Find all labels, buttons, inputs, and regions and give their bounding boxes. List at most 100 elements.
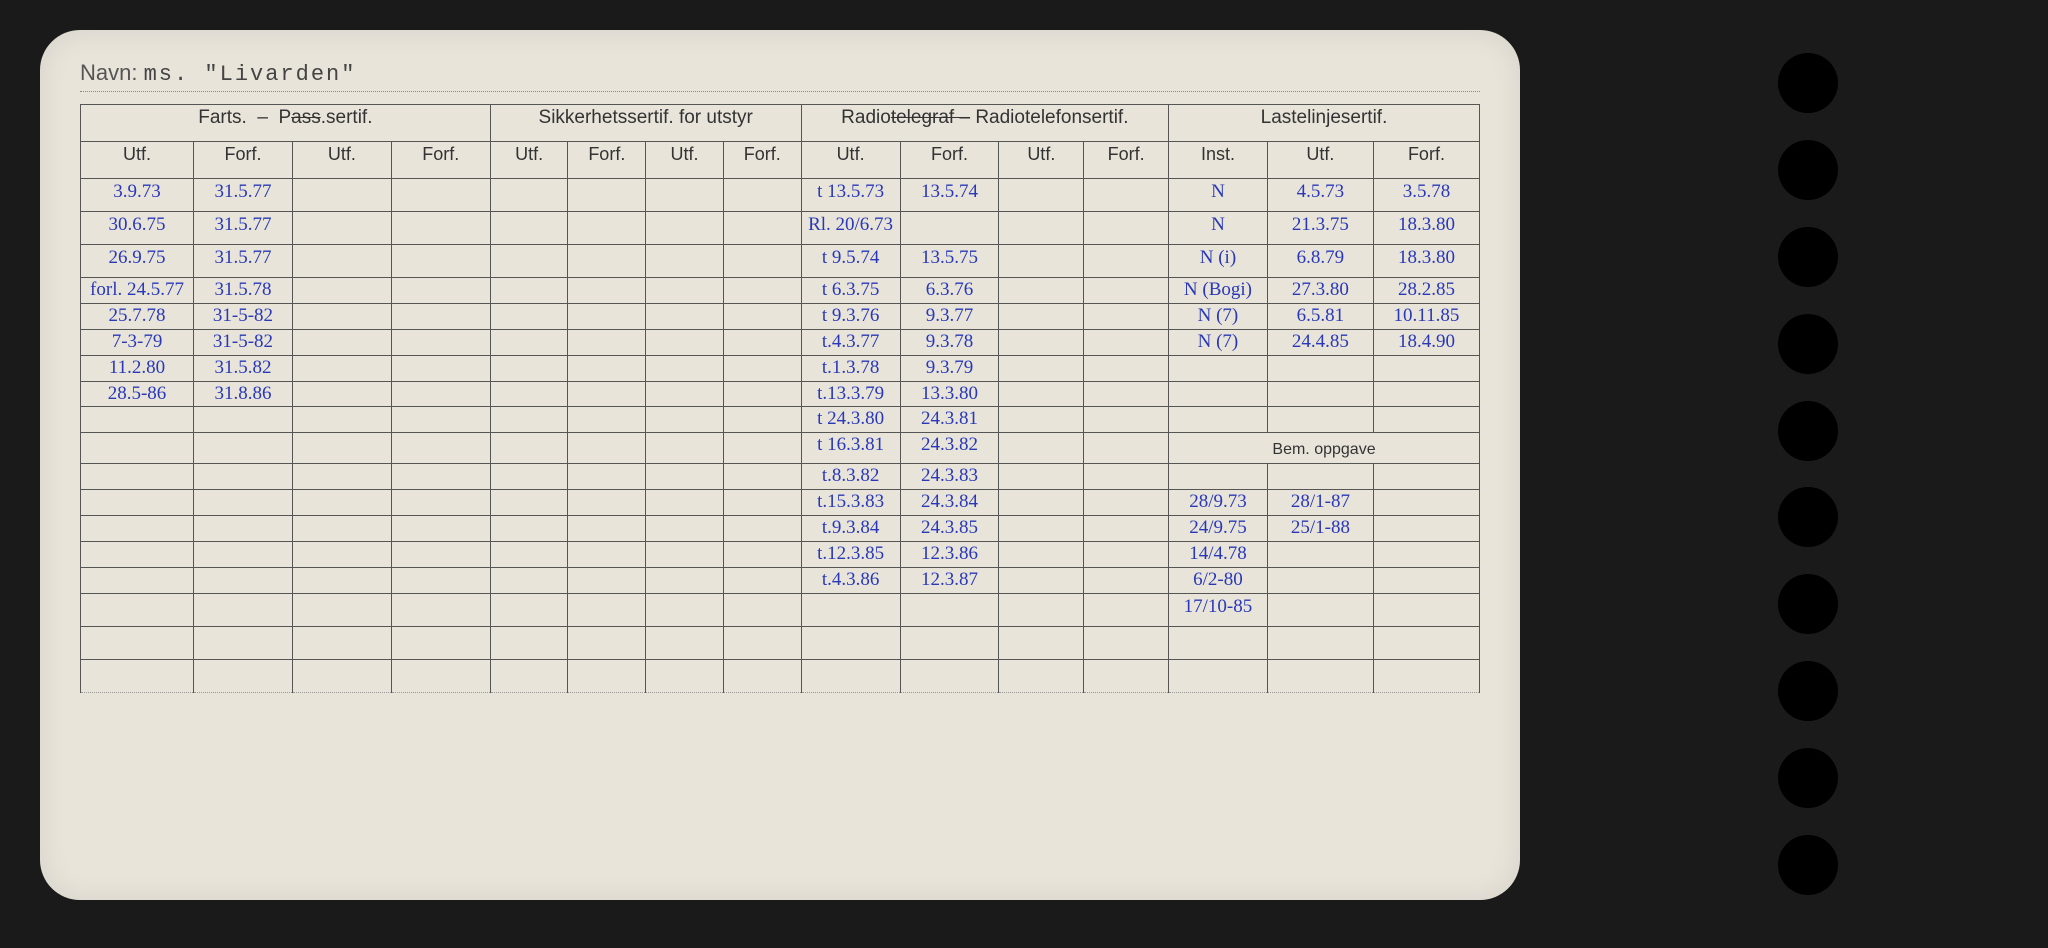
cell [194, 542, 293, 568]
cell [723, 464, 801, 490]
name-label: Navn: [80, 60, 137, 85]
cell: t.4.3.77 [801, 329, 900, 355]
cell: N [1169, 179, 1268, 212]
cell [999, 355, 1084, 381]
cell: t.12.3.85 [801, 542, 900, 568]
cell [1169, 659, 1268, 692]
cell [1373, 593, 1479, 626]
cell: 25.7.78 [81, 303, 194, 329]
cell [81, 659, 194, 692]
cell: 24.3.81 [900, 407, 999, 433]
cell: 31-5-82 [194, 329, 293, 355]
cell [1084, 303, 1169, 329]
cell: 31.5.82 [194, 355, 293, 381]
cell [490, 329, 568, 355]
cell: 31.8.86 [194, 381, 293, 407]
cell [292, 464, 391, 490]
cell [391, 355, 490, 381]
cell [723, 490, 801, 516]
punch-hole [1778, 140, 1838, 200]
cell [81, 626, 194, 659]
cell [999, 490, 1084, 516]
cell [999, 659, 1084, 692]
cell [999, 542, 1084, 568]
cell [1084, 542, 1169, 568]
cell [646, 593, 724, 626]
cell: 17/10-85 [1169, 593, 1268, 626]
cell [999, 626, 1084, 659]
cell [292, 179, 391, 212]
cell [391, 464, 490, 490]
cell: 30.6.75 [81, 212, 194, 245]
name-row: Navn: ms. "Livarden" [80, 60, 1480, 92]
table-row [81, 659, 1480, 692]
cell: 27.3.80 [1267, 278, 1373, 304]
cell: 7-3-79 [81, 329, 194, 355]
binder-holes [1568, 0, 2048, 948]
cell: 24.3.84 [900, 490, 999, 516]
ship-name: ms. "Livarden" [144, 62, 357, 87]
cell: 24.3.83 [900, 464, 999, 490]
cell [194, 464, 293, 490]
cell [490, 212, 568, 245]
cell [801, 593, 900, 626]
cell [490, 464, 568, 490]
cell [292, 329, 391, 355]
cell [490, 381, 568, 407]
col-utf: Utf. [801, 142, 900, 179]
cell [81, 464, 194, 490]
table-row: t 16.3.8124.3.82Bem. oppgave [81, 433, 1480, 464]
cell: 31.5.77 [194, 212, 293, 245]
cell: 28.2.85 [1373, 278, 1479, 304]
cell: 25/1-88 [1267, 516, 1373, 542]
cell: N (7) [1169, 303, 1268, 329]
cell [1373, 567, 1479, 593]
cell [81, 407, 194, 433]
cell [1084, 407, 1169, 433]
cell [1084, 245, 1169, 278]
cell: 13.3.80 [900, 381, 999, 407]
cell [999, 179, 1084, 212]
laste-header: Lastelinjesertif. [1169, 105, 1480, 142]
cell: 6.8.79 [1267, 245, 1373, 278]
cell [391, 329, 490, 355]
cell [999, 329, 1084, 355]
cell [900, 212, 999, 245]
cell [81, 516, 194, 542]
cell [292, 516, 391, 542]
cell [568, 355, 646, 381]
col-forf: Forf. [900, 142, 999, 179]
record-card: Navn: ms. "Livarden" Farts. – Pass.serti… [40, 30, 1520, 900]
punch-hole [1778, 748, 1838, 808]
punch-hole [1778, 314, 1838, 374]
cell: 31.5.77 [194, 179, 293, 212]
cell [723, 245, 801, 278]
cell [723, 433, 801, 464]
table-row [81, 626, 1480, 659]
cell [391, 659, 490, 692]
table-row: 17/10-85 [81, 593, 1480, 626]
cell [391, 567, 490, 593]
col-forf: Forf. [1373, 142, 1479, 179]
cell [723, 355, 801, 381]
cell [646, 303, 724, 329]
cell [568, 516, 646, 542]
col-utf: Utf. [1267, 142, 1373, 179]
cell: t 16.3.81 [801, 433, 900, 464]
cell [490, 659, 568, 692]
cell [292, 490, 391, 516]
cell [723, 542, 801, 568]
table-row: t.12.3.8512.3.8614/4.78 [81, 542, 1480, 568]
table-row: 11.2.8031.5.82t.1.3.789.3.79 [81, 355, 1480, 381]
bem-header: Bem. oppgave [1169, 433, 1480, 464]
cell [1373, 407, 1479, 433]
cell: 18.3.80 [1373, 245, 1479, 278]
cell [292, 433, 391, 464]
cell [490, 516, 568, 542]
cell: 28.5-86 [81, 381, 194, 407]
cell [292, 567, 391, 593]
table-row: 26.9.7531.5.77t 9.5.7413.5.75N (i)6.8.79… [81, 245, 1480, 278]
cell: forl. 24.5.77 [81, 278, 194, 304]
cell [1084, 593, 1169, 626]
cell: N (i) [1169, 245, 1268, 278]
